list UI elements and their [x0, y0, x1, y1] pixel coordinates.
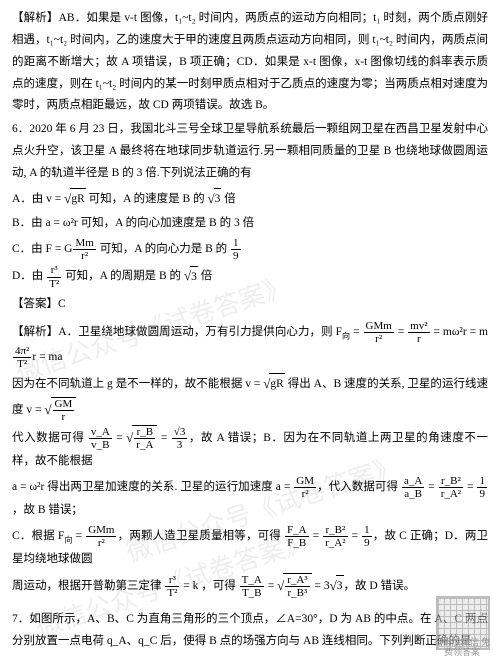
spacer	[12, 601, 488, 609]
analysis-label: 【解析】	[12, 326, 58, 338]
fraction: a_Aa_B	[402, 475, 424, 500]
fraction: GMmr²	[86, 524, 116, 549]
fraction: 4π²T²	[13, 345, 31, 370]
q6-answer: 【答案】C	[12, 294, 488, 316]
fraction: T_AT_B	[240, 574, 264, 599]
fraction: GMmr²	[364, 320, 394, 345]
analysis-line: 周运动，根据开普勒第三定律 r³T² = k ，可得 T_AT_B = √r_A…	[12, 573, 488, 599]
answer-value: C	[58, 298, 66, 310]
qr-label: 扫码加微信 免费领答案	[432, 638, 492, 658]
analysis-line: C．根据 F向 = GMmr²，两颗人造卫星质量相等，可得 F_AF_B = r…	[12, 524, 488, 571]
analysis-label: 【解析】	[12, 12, 59, 24]
fraction: GMr²	[294, 475, 316, 500]
fraction: r_B²r_A²	[323, 524, 347, 549]
q6-stem: 6．2020 年 6 月 23 日，我国北斗三号全球卫星导航系统最后一颗组网卫星…	[12, 119, 488, 185]
fraction: r³T²	[47, 264, 61, 289]
fraction: GMr	[53, 398, 75, 423]
fraction: 19	[477, 475, 487, 500]
q6-text: 2020 年 6 月 23 日，我国北斗三号全球卫星导航系统最后一颗组网卫星在西…	[12, 123, 488, 179]
q6-option-a: A．由 v = √gR 可知，A 的速度是 B 的 √3 倍	[12, 187, 488, 212]
analysis-block-1: 【解析】AB．如果是 v-t 图像，t₁~t₂ 时间内，两质点的运动方向相同；t…	[12, 8, 488, 117]
q6-option-c: C．由 F = GMmr² 可知，A 的向心力是 B 的 19	[12, 237, 488, 262]
fraction: √33	[172, 426, 188, 451]
fraction: 19	[362, 524, 372, 549]
fraction: r_A³r_B³	[285, 574, 309, 599]
analysis-line: a = ω²r 得出两卫星加速度的关系. 卫星的运行加速度 a = GMr²，代…	[12, 475, 488, 522]
fraction: F_AF_B	[285, 524, 309, 549]
fraction: v_Av_B	[89, 426, 112, 451]
q6-number: 6．	[12, 123, 29, 135]
analysis-text: AB．如果是 v-t 图像，t₁~t₂ 时间内，两质点的运动方向相同；t₁ 时刻…	[12, 12, 488, 111]
analysis-line: 因为在不同轨道上 g 是不一样的，故不能根据 v = √gR 得出 A、B 速度…	[12, 372, 488, 423]
q7-stem: 7．如图所示，A、B、C 为直角三角形的三个顶点，∠A=30°，D 为 AB 的…	[12, 609, 488, 653]
analysis-block-2: 【解析】A．卫星绕地球做圆周运动，万有引力提供向心力，则 F向 = GMmr² …	[12, 320, 488, 370]
q7-text: 如图所示，A、B、C 为直角三角形的三个顶点，∠A=30°，D 为 AB 的中点…	[12, 613, 488, 647]
q6-option-d: D．由 r³T² 可知，A 的周期是 B 的 √3 倍	[12, 264, 488, 289]
answer-label: 【答案】	[12, 298, 58, 310]
fraction: r_B²r_A²	[439, 475, 463, 500]
fraction: Mmr²	[73, 237, 95, 262]
q6-option-b: B．由 a = ω²r 可知，A 的向心加速度是 B 的 3 倍	[12, 213, 488, 235]
fraction: r_Br_A	[134, 426, 155, 451]
q7-number: 7．	[12, 613, 29, 625]
fraction: 19	[231, 237, 241, 262]
analysis-line: 代入数据可得 v_Av_B = √r_Br_A = √33，故 A 错误；B．因…	[12, 425, 488, 473]
fraction: r³T²	[165, 574, 179, 599]
fraction: mv²r	[408, 320, 429, 345]
